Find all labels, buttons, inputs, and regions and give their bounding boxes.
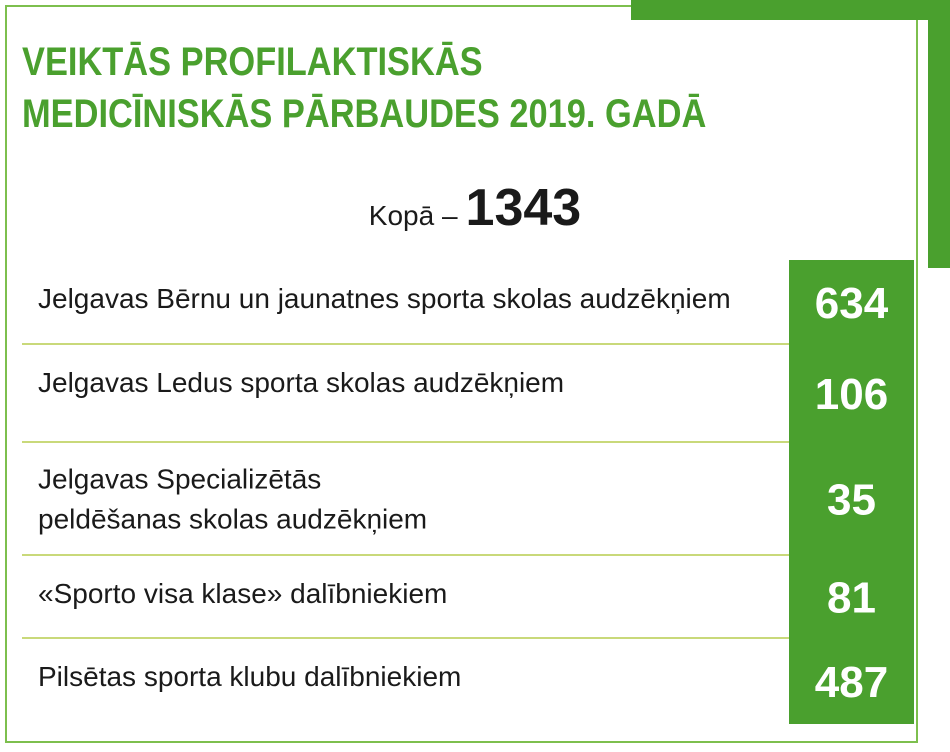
- total-label: Kopā –: [368, 200, 458, 231]
- row-value: 487: [815, 658, 888, 707]
- outer-frame: [5, 5, 918, 743]
- row-label: Jelgavas Ledus sporta skolas audzēkņiem: [38, 367, 564, 398]
- row-label: «Sporto visa klase» dalībniekiem: [38, 578, 447, 609]
- total-summary: Kopā –1343: [0, 178, 950, 238]
- row-label: Pilsētas sporta klubu dalībniekiem: [38, 661, 461, 692]
- top-accent-bar: [631, 0, 950, 20]
- row-label: Jelgavas Specializētās peldēšanas skolas …: [38, 464, 427, 535]
- row-value: 106: [815, 370, 888, 419]
- total-value: 1343: [465, 179, 582, 237]
- row-value: 35: [827, 476, 876, 525]
- row-value: 81: [827, 574, 876, 623]
- values-panel: [789, 260, 914, 724]
- row-label: Jelgavas Bērnu un jaunatnes sporta skola…: [38, 283, 731, 314]
- title-line-1: VEIKTĀS PROFILAKTISKĀS: [22, 40, 483, 84]
- row-value: 634: [815, 279, 889, 328]
- chart-title: VEIKTĀS PROFILAKTISKĀS MEDICĪNISKĀS PĀRB…: [22, 36, 762, 140]
- right-accent-bar: [928, 0, 950, 268]
- title-line-2: MEDICĪNISKĀS PĀRBAUDES 2019. GADĀ: [22, 92, 707, 136]
